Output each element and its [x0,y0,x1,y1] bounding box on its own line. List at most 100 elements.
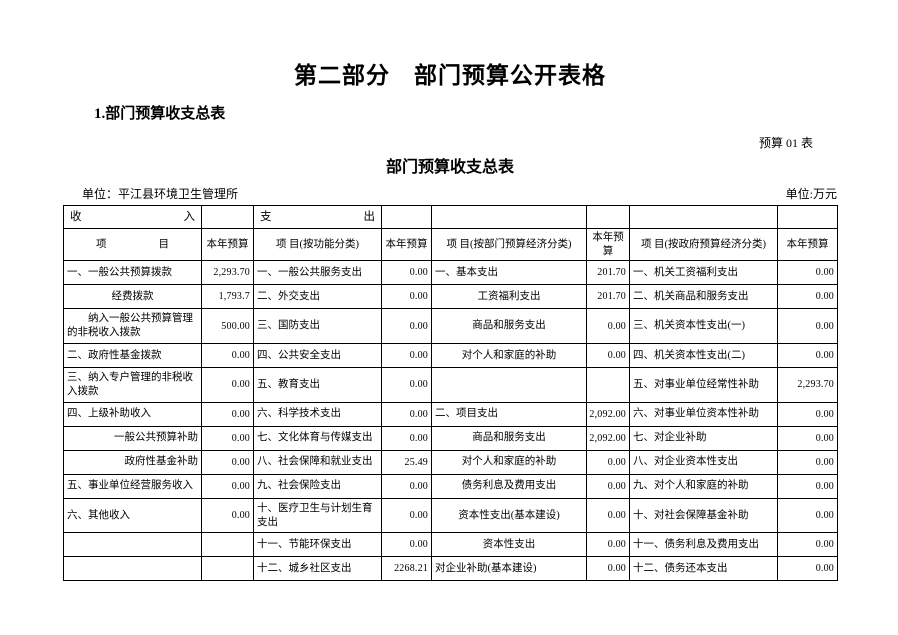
item-label-cell: 资本性支出(基本建设) [431,497,587,534]
budget-value-cell: 0.00 [586,473,630,499]
item-label-cell: 六、其他收入 [63,497,202,534]
table-row: 十二、城乡社区支出 2268.21 对企业补助(基本建设) 0.00 十二、债务还本支出… [63,556,838,582]
budget-value-cell: 0.00 [381,284,432,310]
budget-value-cell: 0.00 [586,343,630,368]
item-label-cell: 七、文化体育与传媒支出 [253,425,382,451]
item-label-cell [63,556,202,582]
item-label-cell: 四、公共安全支出 [253,343,382,368]
item-label-cell: 九、社会保险支出 [253,473,382,499]
budget-value-cell: 0.00 [381,260,432,286]
budget-value-cell: 0.00 [381,497,432,534]
budget-value-cell: 1,793.7 [201,284,254,310]
item-label-cell: 对企业补助(基本建设) [431,556,587,582]
item-label-cell: 三、国防支出 [253,308,382,344]
item-label-cell: 一、一般公共预算拨款 [63,260,202,286]
budget-value-cell: 0.00 [586,449,630,475]
table-row: 四、上级补助收入 0.00 六、科学技术支出 0.00 二、项目支出 2,092.00 六、… [63,401,838,427]
table-row: 五、事业单位经营服务收入 0.00 九、社会保险支出 0.00 债务利息及费用支出 0.0… [63,473,838,499]
expenditure-group-header: 支出 [253,205,382,229]
budget-value-cell: 25.49 [381,449,432,475]
org-unit-label: 单位：平江县环境卫生管理所 [82,187,239,201]
sheet-number-label: 预算 01 表 [758,136,813,150]
item-label-cell: 十、对社会保障基金补助 [629,497,778,534]
item-label-cell: 十一、债务利息及费用支出 [629,532,778,558]
budget-column-header: 本年预算 [201,227,254,262]
item-label-cell: 三、纳入专户管理的非税收入拨款 [63,367,202,403]
budget-column-header: 本年预算 [586,227,630,262]
table-row: 一、一般公共预算拨款 2,293.70 一、一般公共服务支出 0.00 一、基本支出 20… [63,260,838,286]
item-label-cell: 对个人和家庭的补助 [431,449,587,475]
item-label-cell: 十、医疗卫生与计划生育支出 [253,497,382,534]
item-label-cell: 四、机关资本性支出(二) [629,343,778,368]
budget-value-cell: 0.00 [586,497,630,534]
item-label-cell: 一、机关工资福利支出 [629,260,778,286]
budget-value-cell: 0.00 [381,367,432,403]
group-header-row: 收入 支出 [63,205,838,229]
table-row: 纳入一般公共预算管理的非税收入拨款 500.00 三、国防支出 0.00 商品和服务支出… [63,308,838,344]
item-label-cell: 资本性支出 [431,532,587,558]
table-row: 三、纳入专户管理的非税收入拨款 0.00 五、教育支出 0.00 五、对事业单位经常性补… [63,367,838,403]
budget-column-header: 本年预算 [777,227,838,262]
budget-value-cell: 2,092.00 [586,401,630,427]
budget-value-cell: 201.70 [586,260,630,286]
budget-value-cell: 0.00 [201,449,254,475]
item-label-cell: 七、对企业补助 [629,425,778,451]
budget-value-cell: 201.70 [586,284,630,310]
budget-value-cell: 0.00 [777,308,838,344]
budget-value-cell: 0.00 [201,367,254,403]
budget-value-cell: 0.00 [381,425,432,451]
item-label-cell: 八、社会保障和就业支出 [253,449,382,475]
budget-value-cell: 0.00 [777,401,838,427]
item-label-cell: 九、对个人和家庭的补助 [629,473,778,499]
budget-column-header: 本年预算 [381,227,432,262]
functional-item-column-header: 项 目(按功能分类) [253,227,382,262]
item-label-cell: 政府性基金补助 [63,449,202,475]
empty-header-cell [777,205,838,229]
item-label-cell: 经费拨款 [63,284,202,310]
item-label-cell: 一般公共预算补助 [63,425,202,451]
item-label-cell: 对个人和家庭的补助 [431,343,587,368]
item-label-cell: 五、对事业单位经常性补助 [629,367,778,403]
budget-value-cell: 0.00 [777,556,838,582]
table-row: 六、其他收入 0.00 十、医疗卫生与计划生育支出 0.00 资本性支出(基本建设) 0.… [63,497,838,534]
budget-value-cell: 0.00 [777,532,838,558]
item-label-cell: 二、政府性基金拨款 [63,343,202,368]
budget-value-cell: 0.00 [201,343,254,368]
empty-header-cell [629,205,778,229]
budget-value-cell: 0.00 [381,473,432,499]
table-row: 政府性基金补助 0.00 八、社会保障和就业支出 25.49 对个人和家庭的补助 0.00… [63,449,838,475]
income-group-header: 收入 [63,205,202,229]
budget-summary-table: 收入 支出 项目 本年预算 项 目(按功能分类) 本年预算 项 目(按部门预算经… [63,205,838,582]
table-row: 十一、节能环保支出 0.00 资本性支出 0.00 十一、债务利息及费用支出 0.00 [63,532,838,558]
item-label-cell: 纳入一般公共预算管理的非税收入拨款 [63,308,202,344]
budget-value-cell: 0.00 [381,308,432,344]
budget-value-cell: 2268.21 [381,556,432,582]
budget-value-cell: 0.00 [777,343,838,368]
item-label-cell: 十二、债务还本支出 [629,556,778,582]
item-label-cell: 二、外交支出 [253,284,382,310]
budget-value-cell: 0.00 [201,497,254,534]
budget-value-cell: 0.00 [586,308,630,344]
section-title: 1.部门预算收支总表 [94,106,226,122]
budget-value-cell: 0.00 [201,425,254,451]
budget-value-cell: 0.00 [777,497,838,534]
item-label-cell: 五、事业单位经营服务收入 [63,473,202,499]
table-row: 二、政府性基金拨款 0.00 四、公共安全支出 0.00 对个人和家庭的补助 0.00 四、… [63,343,838,368]
item-label-cell: 十一、节能环保支出 [253,532,382,558]
budget-value-cell: 2,092.00 [586,425,630,451]
empty-header-cell [201,205,254,229]
item-label-cell: 一、一般公共服务支出 [253,260,382,286]
item-label-cell: 五、教育支出 [253,367,382,403]
budget-value-cell: 0.00 [586,556,630,582]
gov-economic-item-column-header: 项 目(按政府预算经济分类) [629,227,778,262]
empty-header-cell [586,205,630,229]
unit-line: 单位：平江县环境卫生管理所 单位:万元 [63,185,837,202]
budget-value-cell: 2,293.70 [777,367,838,403]
item-label-cell: 八、对企业资本性支出 [629,449,778,475]
item-label-cell [63,532,202,558]
table-row: 经费拨款 1,793.7 二、外交支出 0.00 工资福利支出 201.70 二、机关商品和… [63,284,838,310]
budget-value-cell: 0.00 [586,532,630,558]
item-label-cell: 四、上级补助收入 [63,401,202,427]
part-title: 第二部分 部门预算公开表格 [294,63,606,88]
